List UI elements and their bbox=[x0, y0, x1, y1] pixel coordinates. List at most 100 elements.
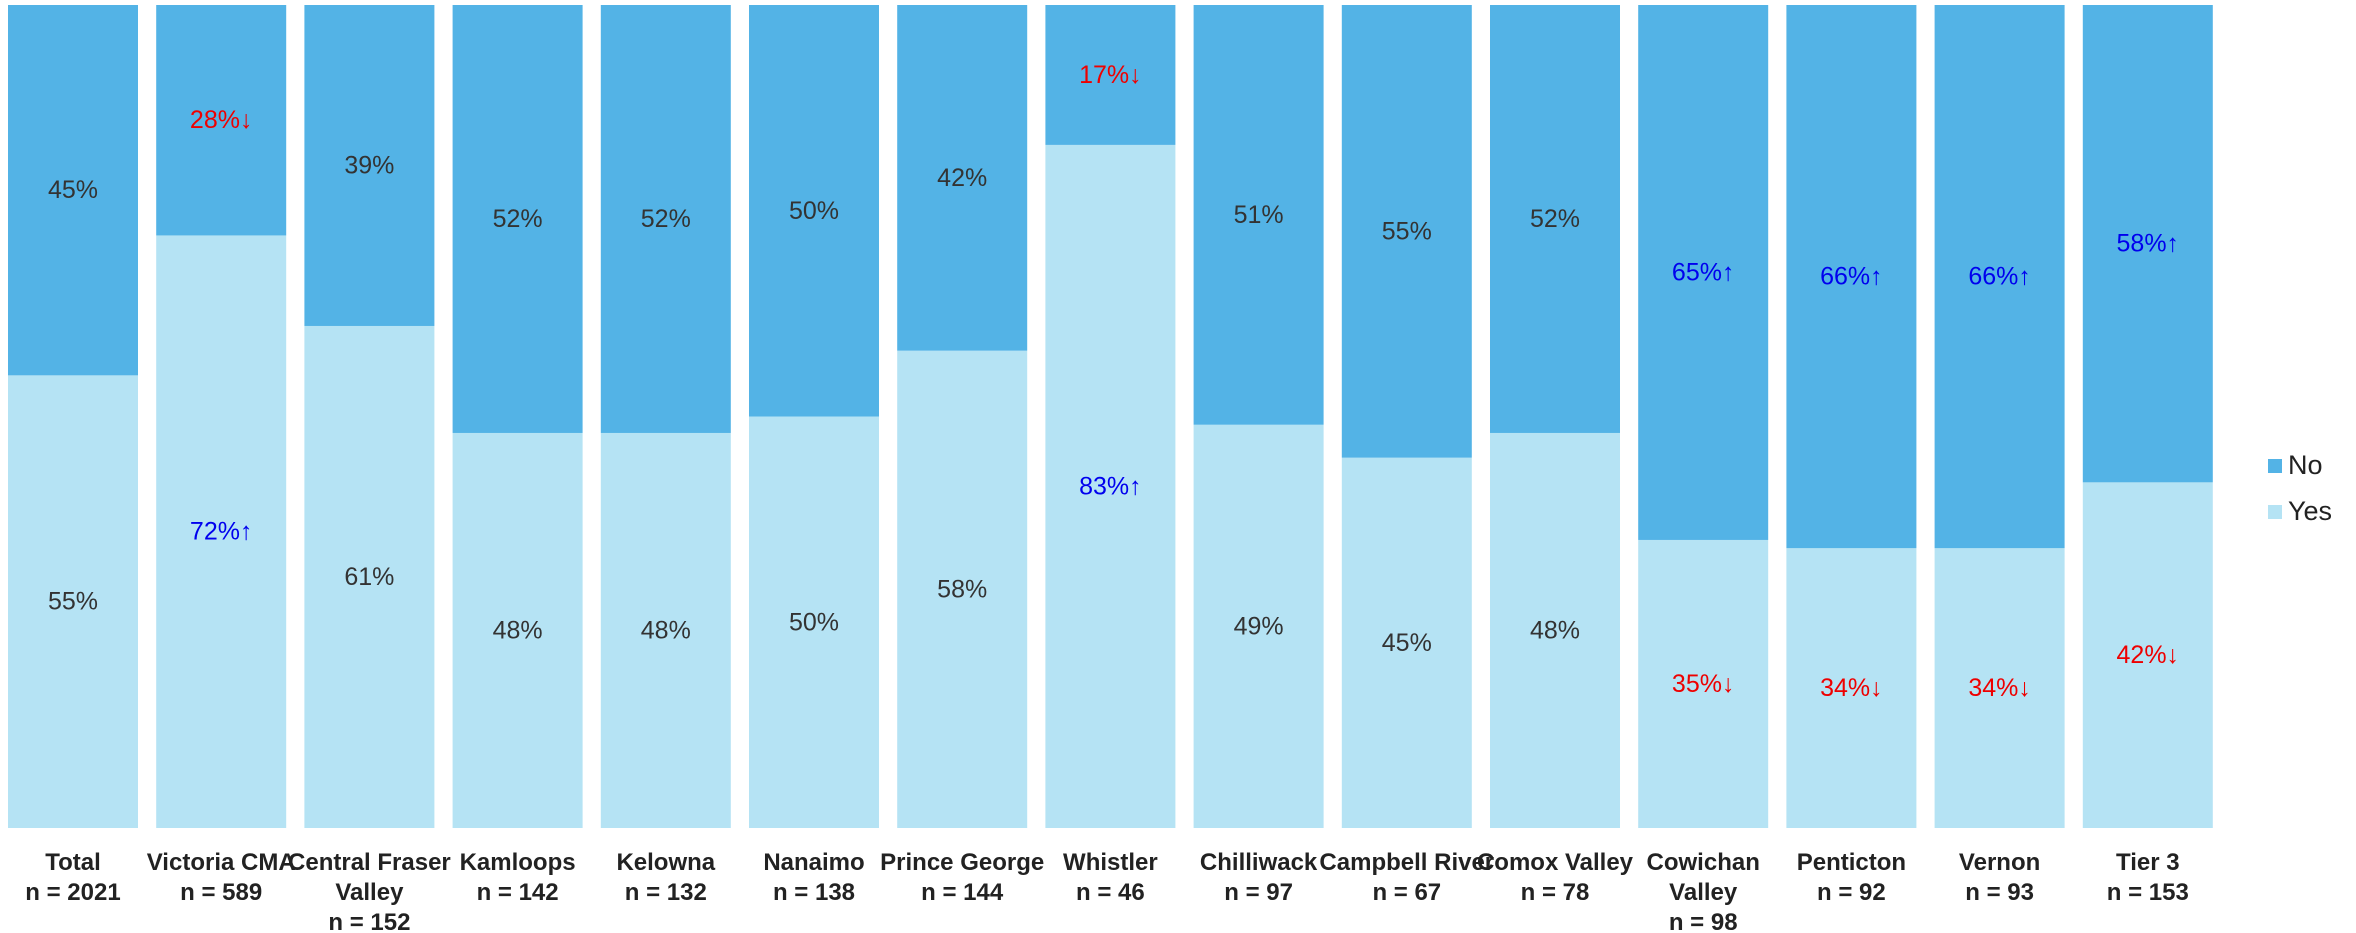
category-label-victoria-cma-line-0: Victoria CMA bbox=[147, 849, 296, 876]
category-label-cowichan-line-1: Valley bbox=[1669, 879, 1738, 906]
bar-yes-cowichan bbox=[1638, 539, 1769, 828]
bar-yes-campbell-river bbox=[1341, 457, 1472, 828]
category-label-total-line-0: Total bbox=[45, 849, 101, 876]
data-label-yes-total: 55% bbox=[48, 588, 98, 616]
data-label-yes-prince-george: 58% bbox=[937, 575, 987, 603]
category-label-total-line-1: n = 2021 bbox=[25, 879, 120, 906]
category-label-cowichan-line-0: Cowichan bbox=[1647, 849, 1760, 876]
category-label-nanaimo-line-1: n = 138 bbox=[773, 879, 855, 906]
bars-group: 55% 45% 72%↑ 28%↓ 61% 39% 48% 52% 48% 52% 50% 50% 58… bbox=[8, 5, 2213, 828]
data-label-yes-campbell-river: 45% bbox=[1382, 629, 1432, 657]
bar-yes-prince-george bbox=[897, 350, 1028, 828]
data-label-no-comox-valley: 52% bbox=[1530, 205, 1580, 233]
data-label-yes-whistler: 83%↑ bbox=[1079, 472, 1142, 500]
data-label-yes-tier-3: 42%↓ bbox=[2117, 641, 2180, 669]
data-label-yes-vernon: 34%↓ bbox=[1968, 674, 2031, 702]
legend-label-yes: Yes bbox=[2288, 496, 2332, 526]
category-label-campbell-river-line-0: Campbell River bbox=[1319, 849, 1494, 876]
category-label-nanaimo-line-0: Nanaimo bbox=[763, 849, 864, 876]
bar-no-penticton bbox=[1786, 5, 1917, 549]
bar-no-central-fraser bbox=[304, 5, 435, 326]
data-label-yes-kamloops: 48% bbox=[493, 616, 543, 644]
data-label-no-nanaimo: 50% bbox=[789, 197, 839, 225]
bar-yes-penticton bbox=[1786, 548, 1917, 828]
data-label-no-kelowna: 52% bbox=[641, 205, 691, 233]
bar-no-prince-george bbox=[897, 5, 1028, 351]
legend-label-no: No bbox=[2288, 450, 2323, 480]
data-label-yes-nanaimo: 50% bbox=[789, 608, 839, 636]
bar-yes-tier-3 bbox=[2082, 482, 2213, 828]
category-label-kamloops-line-0: Kamloops bbox=[460, 849, 576, 876]
bar-no-cowichan bbox=[1638, 5, 1769, 540]
bar-no-tier-3 bbox=[2082, 5, 2213, 483]
data-label-yes-kelowna: 48% bbox=[641, 616, 691, 644]
bar-yes-total bbox=[8, 375, 138, 828]
bar-no-comox-valley bbox=[1490, 5, 1620, 433]
bar-yes-kelowna bbox=[600, 432, 731, 828]
category-labels: Total n = 2021 Victoria CMA n = 589 Central … bbox=[25, 849, 2189, 933]
data-label-no-whistler: 17%↓ bbox=[1079, 61, 1142, 89]
bar-no-victoria-cma bbox=[156, 5, 287, 236]
data-label-no-prince-george: 42% bbox=[937, 164, 987, 192]
category-label-victoria-cma-line-1: n = 589 bbox=[180, 879, 262, 906]
category-label-whistler-line-0: Whistler bbox=[1063, 849, 1158, 876]
bar-no-kamloops bbox=[452, 5, 583, 433]
data-label-no-campbell-river: 55% bbox=[1382, 217, 1432, 245]
category-label-kelowna-line-1: n = 132 bbox=[625, 879, 707, 906]
legend: No Yes bbox=[2268, 450, 2332, 526]
data-label-no-total: 45% bbox=[48, 176, 98, 204]
data-label-no-central-fraser: 39% bbox=[344, 151, 394, 179]
bar-no-chilliwack bbox=[1193, 5, 1324, 425]
legend-swatch-no bbox=[2268, 459, 2282, 473]
category-label-campbell-river-line-1: n = 67 bbox=[1372, 879, 1441, 906]
category-label-tier-3-line-0: Tier 3 bbox=[2116, 849, 2180, 876]
data-label-no-victoria-cma: 28%↓ bbox=[190, 106, 253, 134]
bar-yes-nanaimo bbox=[749, 416, 879, 828]
category-label-penticton-line-1: n = 92 bbox=[1817, 879, 1886, 906]
bar-no-campbell-river bbox=[1341, 5, 1472, 458]
data-label-no-tier-3: 58%↑ bbox=[2117, 230, 2180, 258]
data-label-yes-comox-valley: 48% bbox=[1530, 616, 1580, 644]
category-label-central-fraser-line-2: n = 152 bbox=[328, 909, 410, 933]
bar-no-kelowna bbox=[600, 5, 731, 433]
category-label-vernon-line-0: Vernon bbox=[1959, 849, 2040, 876]
data-label-yes-penticton: 34%↓ bbox=[1820, 674, 1883, 702]
bar-yes-central-fraser bbox=[304, 325, 435, 828]
data-label-yes-central-fraser: 61% bbox=[344, 563, 394, 591]
category-label-comox-valley-line-0: Comox Valley bbox=[1477, 849, 1634, 876]
bar-yes-comox-valley bbox=[1490, 432, 1620, 828]
bar-yes-vernon bbox=[1934, 548, 2065, 828]
bar-yes-whistler bbox=[1045, 144, 1176, 828]
category-label-comox-valley-line-1: n = 78 bbox=[1521, 879, 1590, 906]
category-label-tier-3-line-1: n = 153 bbox=[2107, 879, 2189, 906]
bar-no-vernon bbox=[1934, 5, 2065, 549]
category-label-prince-george-line-1: n = 144 bbox=[921, 879, 1004, 906]
bar-yes-chilliwack bbox=[1193, 424, 1324, 828]
data-label-no-cowichan: 65%↑ bbox=[1672, 258, 1735, 286]
data-label-no-chilliwack: 51% bbox=[1234, 201, 1284, 229]
bar-no-whistler bbox=[1045, 5, 1176, 145]
category-label-whistler-line-1: n = 46 bbox=[1076, 879, 1145, 906]
data-label-yes-victoria-cma: 72%↑ bbox=[190, 518, 253, 546]
category-label-cowichan-line-2: n = 98 bbox=[1669, 909, 1738, 933]
category-label-chilliwack-line-0: Chilliwack bbox=[1200, 849, 1318, 876]
bar-yes-kamloops bbox=[452, 432, 583, 828]
category-label-kamloops-line-1: n = 142 bbox=[477, 879, 559, 906]
data-label-yes-chilliwack: 49% bbox=[1234, 612, 1284, 640]
data-label-yes-cowichan: 35%↓ bbox=[1672, 670, 1735, 698]
data-label-no-vernon: 66%↑ bbox=[1968, 263, 2031, 291]
data-label-no-penticton: 66%↑ bbox=[1820, 263, 1883, 291]
data-label-no-kamloops: 52% bbox=[493, 205, 543, 233]
category-label-penticton-line-0: Penticton bbox=[1797, 849, 1906, 876]
bar-no-nanaimo bbox=[749, 5, 879, 417]
category-label-central-fraser-line-0: Central Fraser bbox=[288, 849, 451, 876]
category-label-kelowna-line-0: Kelowna bbox=[616, 849, 715, 876]
bar-yes-victoria-cma bbox=[156, 235, 287, 828]
category-label-vernon-line-1: n = 93 bbox=[1965, 879, 2034, 906]
category-label-prince-george-line-0: Prince George bbox=[880, 849, 1044, 876]
category-label-central-fraser-line-1: Valley bbox=[335, 879, 404, 906]
category-label-chilliwack-line-1: n = 97 bbox=[1224, 879, 1293, 906]
legend-swatch-yes bbox=[2268, 505, 2282, 519]
bar-no-total bbox=[8, 5, 138, 376]
